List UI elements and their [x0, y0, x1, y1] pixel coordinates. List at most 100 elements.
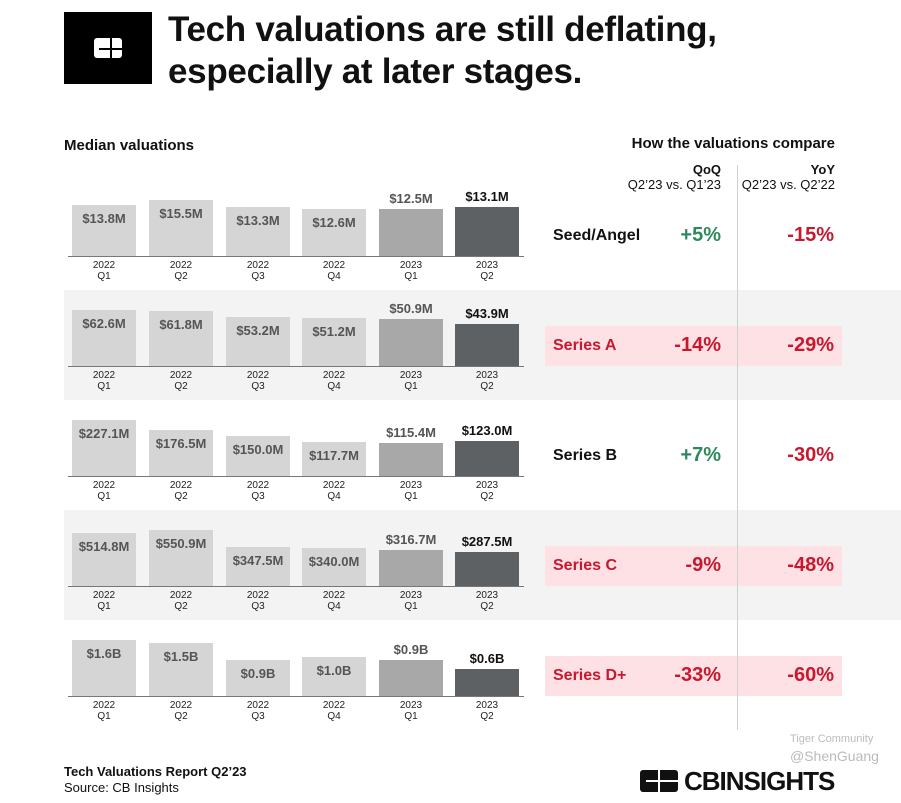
bar-value-label: $150.0M	[232, 442, 284, 457]
tick-year: 2022	[92, 590, 116, 601]
bar	[379, 550, 443, 586]
x-tick-label: 2023 Q2	[455, 260, 519, 282]
yoy-change: -60%	[787, 664, 834, 686]
tick-quarter: Q1	[97, 601, 111, 612]
cb-logo-mark-icon	[640, 770, 678, 792]
bar	[226, 207, 290, 256]
x-tick-label: 2023 Q1	[379, 590, 443, 612]
bar	[455, 324, 519, 366]
qoq-change: -33%	[674, 664, 721, 686]
bar	[455, 441, 519, 476]
highlight-box	[545, 656, 842, 696]
bar	[302, 318, 366, 366]
tick-year: 2023	[475, 260, 499, 271]
qoq-change: +5%	[680, 224, 721, 246]
x-tick-label: 2023 Q2	[455, 480, 519, 502]
tick-quarter: Q2	[174, 711, 188, 722]
bar	[226, 436, 290, 476]
tick-quarter: Q1	[404, 381, 418, 392]
bar	[226, 660, 290, 696]
x-tick-label: 2022 Q1	[72, 260, 136, 282]
tick-year: 2022	[169, 370, 193, 381]
tick-year: 2022	[246, 370, 270, 381]
tick-year: 2023	[475, 590, 499, 601]
tick-year: 2022	[92, 480, 116, 491]
qoq-change: -9%	[685, 554, 721, 576]
bar-value-label: $340.0M	[308, 554, 360, 569]
tick-quarter: Q3	[251, 491, 265, 502]
bar-value-label: $123.0M	[461, 423, 513, 438]
yoy-header: YoY Q2’23 vs. Q2’22	[730, 162, 835, 192]
bar-value-label: $13.8M	[82, 211, 126, 226]
tick-year: 2023	[399, 370, 423, 381]
tick-quarter: Q1	[404, 711, 418, 722]
x-tick-label: 2022 Q2	[149, 590, 213, 612]
brand-name: CBINSIGHTS	[684, 766, 835, 796]
bar	[72, 310, 136, 366]
bar-value-label: $115.4M	[386, 425, 436, 440]
tick-year: 2022	[322, 370, 346, 381]
bar	[149, 200, 213, 256]
yoy-change: -15%	[787, 224, 834, 246]
x-tick-label: 2022 Q1	[72, 700, 136, 722]
x-tick-label: 2022 Q2	[149, 480, 213, 502]
column-divider	[737, 165, 738, 730]
x-tick-label: 2022 Q2	[149, 260, 213, 282]
axis-line	[68, 366, 524, 367]
x-tick-label: 2023 Q2	[455, 370, 519, 392]
stage-label: Series C	[553, 557, 618, 574]
tick-quarter: Q2	[480, 601, 494, 612]
qoq-change: -14%	[674, 334, 721, 356]
yoy-sublabel: Q2’23 vs. Q2’22	[741, 177, 835, 192]
yoy-label: YoY	[810, 162, 835, 177]
bar-value-label: $13.1M	[465, 189, 509, 204]
cb-insights-logo: CBINSIGHTS	[640, 766, 835, 796]
qoq-label: QoQ	[692, 162, 721, 177]
tick-year: 2022	[92, 370, 116, 381]
bar	[302, 442, 366, 476]
yoy-change: -48%	[787, 554, 834, 576]
stage-label: Seed/Angel	[553, 227, 641, 244]
tick-quarter: Q2	[174, 271, 188, 282]
tick-quarter: Q2	[480, 711, 494, 722]
tick-year: 2022	[246, 260, 270, 271]
bar-value-label: $316.7M	[385, 532, 437, 547]
tick-quarter: Q1	[97, 381, 111, 392]
tick-year: 2023	[399, 700, 423, 711]
x-tick-label: 2022 Q1	[72, 590, 136, 612]
bar	[455, 552, 519, 586]
tick-year: 2022	[246, 590, 270, 601]
tick-year: 2022	[169, 590, 193, 601]
bar	[379, 319, 443, 366]
bar-value-label: $53.2M	[236, 323, 280, 338]
tick-quarter: Q3	[251, 711, 265, 722]
bar-value-label: $1.6B	[86, 646, 122, 661]
qoq-change: +7%	[680, 444, 721, 466]
bar	[149, 430, 213, 476]
bar	[379, 660, 443, 696]
bar	[72, 420, 136, 476]
cb-insights-logo-badge	[64, 12, 152, 84]
bar	[149, 530, 213, 586]
bar	[455, 207, 519, 256]
axis-line	[68, 586, 524, 587]
tick-year: 2022	[322, 590, 346, 601]
bar-value-label: $15.5M	[159, 206, 203, 221]
tick-quarter: Q2	[480, 381, 494, 392]
tick-quarter: Q1	[97, 711, 111, 722]
bar-value-label: $13.3M	[236, 213, 280, 228]
x-tick-label: 2022 Q4	[302, 590, 366, 612]
tick-year: 2022	[246, 480, 270, 491]
tick-year: 2023	[399, 260, 423, 271]
x-tick-label: 2022 Q2	[149, 700, 213, 722]
tick-year: 2022	[169, 480, 193, 491]
highlight-box	[545, 326, 842, 366]
bar-value-label: $287.5M	[461, 534, 513, 549]
x-tick-label: 2022 Q3	[226, 480, 290, 502]
tick-quarter: Q2	[174, 381, 188, 392]
x-tick-label: 2023 Q1	[379, 260, 443, 282]
tick-quarter: Q1	[404, 271, 418, 282]
x-tick-label: 2022 Q3	[226, 700, 290, 722]
page-title-line2: especially at later stages.	[168, 52, 583, 91]
bar-value-label: $176.5M	[155, 436, 207, 451]
